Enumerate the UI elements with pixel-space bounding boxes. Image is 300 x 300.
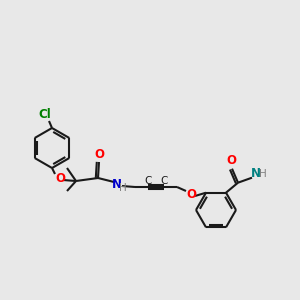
Text: C: C — [160, 176, 168, 186]
Text: N: N — [112, 178, 122, 190]
Text: O: O — [55, 172, 65, 185]
Text: N: N — [251, 167, 261, 180]
Text: H: H — [119, 183, 127, 193]
Text: O: O — [94, 148, 104, 160]
Text: C: C — [144, 176, 152, 186]
Text: O: O — [226, 154, 236, 167]
Text: H: H — [259, 169, 267, 179]
Text: O: O — [186, 188, 196, 200]
Text: Cl: Cl — [39, 107, 51, 121]
